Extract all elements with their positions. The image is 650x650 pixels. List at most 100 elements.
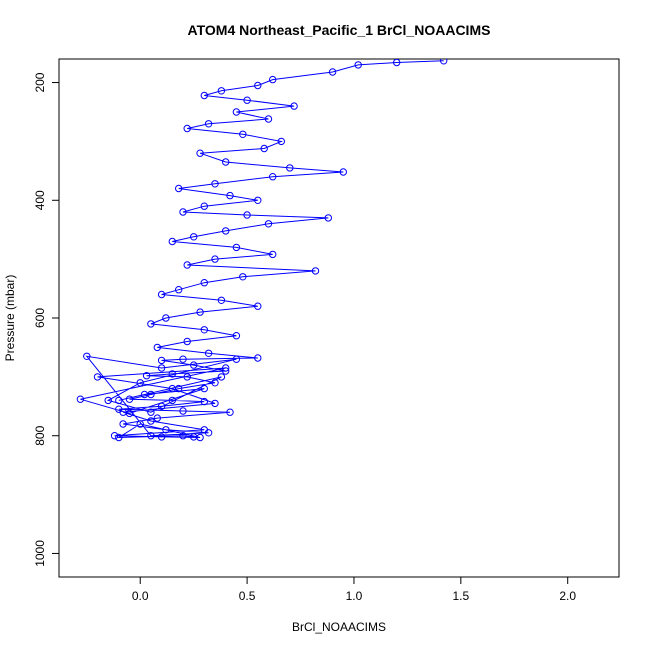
data-point — [217, 296, 226, 304]
data-point — [232, 243, 241, 252]
data-point — [157, 290, 166, 299]
data-point — [179, 432, 187, 440]
data-point — [196, 149, 204, 157]
data-point — [260, 144, 268, 153]
data-point — [153, 414, 162, 422]
data-point — [277, 137, 285, 146]
y-axis-label: Pressure (mbar) — [3, 275, 17, 362]
data-point — [286, 164, 294, 172]
data-point — [232, 108, 241, 116]
data-point — [239, 273, 247, 281]
data-point — [175, 286, 183, 294]
data-point — [239, 130, 247, 139]
data-point — [157, 364, 166, 372]
data-point — [142, 372, 151, 380]
data-point — [254, 196, 262, 205]
data-point — [168, 237, 177, 246]
data-point — [328, 68, 337, 76]
data-point — [393, 59, 401, 67]
data-point — [147, 432, 155, 440]
data-point — [157, 356, 166, 365]
data-point — [83, 352, 91, 360]
data-point — [168, 370, 177, 378]
data-point — [183, 261, 191, 269]
data-point — [222, 367, 230, 375]
data-point — [200, 397, 209, 406]
x-tick-label: 2.0 — [559, 589, 576, 603]
y-tick-label: 800 — [33, 425, 47, 445]
data-layer — [76, 59, 448, 442]
data-point — [190, 433, 198, 441]
data-point — [264, 115, 273, 123]
data-point — [196, 308, 204, 316]
y-tick-label: 200 — [33, 72, 47, 92]
data-point — [243, 211, 251, 219]
data-point — [222, 364, 230, 372]
data-point — [232, 355, 241, 363]
data-point — [168, 384, 177, 393]
data-point — [232, 332, 241, 340]
y-tick-label: 400 — [33, 190, 47, 210]
data-point — [183, 124, 191, 133]
data-point — [168, 396, 177, 405]
data-point — [115, 396, 123, 405]
data-point — [200, 91, 209, 100]
data-point — [254, 302, 262, 310]
data-point — [200, 426, 209, 434]
series-line — [80, 60, 444, 439]
data-point — [269, 173, 277, 181]
data-point — [211, 399, 219, 408]
data-point — [200, 384, 209, 393]
x-tick-label: 0.0 — [132, 589, 149, 603]
data-point — [222, 227, 230, 235]
data-point — [157, 402, 166, 410]
data-point — [211, 180, 219, 188]
x-axis: 0.0 0.5 1.0 1.5 2.0 — [132, 576, 576, 603]
data-point — [324, 214, 332, 222]
data-point — [147, 417, 155, 425]
data-point — [190, 233, 198, 241]
data-point — [354, 61, 362, 69]
x-tick-label: 1.5 — [452, 589, 469, 603]
data-point — [125, 395, 134, 403]
data-point — [157, 433, 166, 441]
data-point — [200, 326, 209, 334]
data-point — [440, 59, 448, 65]
data-point — [311, 267, 320, 275]
data-point — [226, 191, 234, 200]
data-point — [226, 408, 234, 416]
data-point — [183, 373, 191, 381]
data-point — [290, 102, 298, 110]
data-point — [179, 407, 187, 415]
x-axis-label: BrCl_NOAACIMS — [292, 620, 386, 634]
data-point — [339, 168, 347, 176]
data-point — [200, 279, 209, 287]
data-point — [119, 408, 127, 416]
data-point — [162, 314, 170, 322]
data-point — [183, 337, 191, 346]
data-point — [93, 373, 102, 381]
data-point — [204, 349, 213, 357]
x-tick-label: 0.5 — [239, 589, 256, 603]
data-point — [211, 255, 219, 263]
data-point — [104, 396, 112, 405]
data-point — [115, 433, 123, 442]
data-point — [211, 379, 219, 387]
x-tick-label: 1.0 — [346, 589, 363, 603]
data-point — [136, 420, 144, 428]
data-point — [110, 432, 119, 440]
data-point — [147, 408, 155, 416]
data-point — [119, 420, 127, 428]
data-point — [147, 320, 155, 328]
data-point — [136, 379, 144, 387]
data-point — [190, 361, 198, 369]
data-point — [217, 87, 226, 95]
data-point — [179, 355, 187, 363]
data-point — [269, 75, 277, 84]
data-point — [200, 202, 209, 210]
data-point — [217, 373, 226, 381]
data-point — [243, 96, 251, 104]
data-point — [76, 395, 85, 403]
